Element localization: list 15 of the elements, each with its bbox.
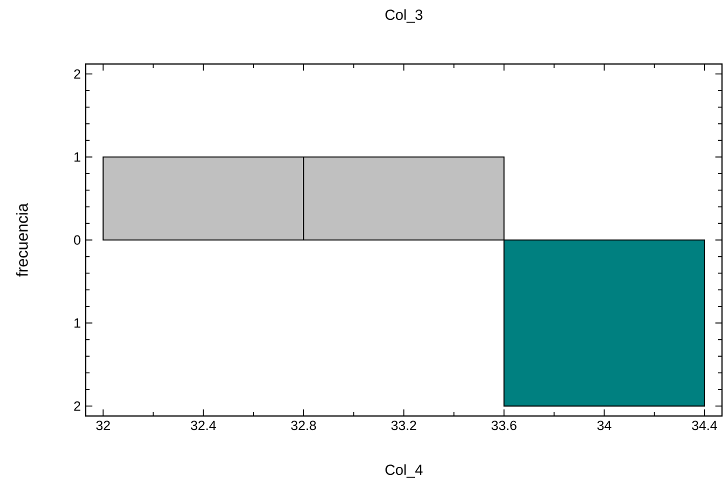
x-tick-label: 32.4	[190, 420, 216, 430]
chart-title: Col_3	[385, 9, 422, 23]
x-tick-label: 33.2	[391, 420, 416, 430]
x-tick-label: 34	[597, 420, 612, 430]
x-tick-label: 34.4	[692, 420, 718, 430]
y-tick-label: 1	[74, 318, 80, 328]
y-tick-label: 2	[74, 69, 80, 79]
y-axis-title: frecuencia	[16, 203, 28, 277]
x-axis-title: Col_4	[385, 464, 423, 478]
y-tick-label: 1	[74, 152, 80, 162]
x-tick-label: 33.6	[492, 420, 516, 430]
y-tick-label: 2	[74, 401, 80, 411]
y-tick-label: 0	[74, 235, 80, 245]
x-tick-label: 32	[96, 420, 110, 430]
x-tick-label: 32.8	[291, 420, 316, 430]
